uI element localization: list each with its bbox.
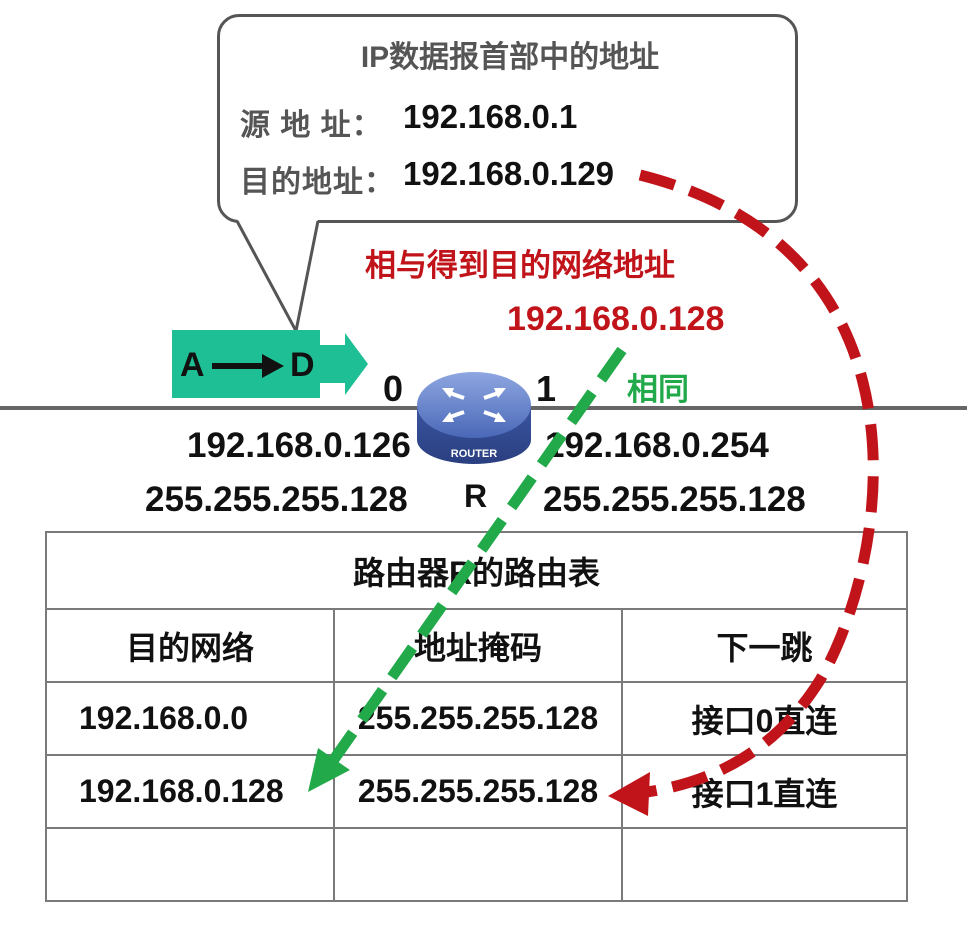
destination-address-label: 目的地址：	[240, 166, 395, 199]
routing-table: 路由器R的路由表 目的网络 地址掩码 下一跳 192.168.0.0 255.2…	[45, 531, 908, 902]
routing-table-title: 路由器R的路由表	[45, 531, 908, 610]
row-3-next-hop	[621, 827, 908, 902]
table-row: 192.168.0.128 255.255.255.128 接口1直连	[45, 754, 908, 829]
table-row	[45, 827, 908, 902]
port-1-ip: 192.168.0.254	[545, 426, 769, 465]
port-1-mask: 255.255.255.128	[543, 480, 806, 519]
port-0-mask: 255.255.255.128	[145, 480, 408, 519]
header-next-hop: 下一跳	[621, 608, 908, 683]
row-2-mask: 255.255.255.128	[333, 754, 623, 829]
green-dashed-arrow	[325, 346, 627, 769]
green-arrow-head	[308, 748, 350, 792]
source-address-label: 源 地 址：	[240, 109, 383, 142]
row-3-destination	[45, 827, 335, 902]
match-caption: 相同	[627, 372, 689, 407]
red-arrow-head	[608, 772, 650, 816]
port-1-label: 1	[536, 368, 557, 409]
row-3-mask	[333, 827, 623, 902]
row-1-destination: 192.168.0.0	[45, 681, 335, 756]
packet-source-label: A	[180, 346, 205, 384]
port-0-ip: 192.168.0.126	[187, 426, 411, 465]
callout-title: IP数据报首部中的地址	[360, 41, 660, 74]
row-1-next-hop: 接口0直连	[621, 681, 908, 756]
router-name: R	[464, 478, 488, 514]
header-address-mask: 地址掩码	[333, 608, 623, 683]
red-dashed-arrow	[638, 169, 879, 799]
and-operation-caption: 相与得到目的网络地址	[365, 248, 675, 283]
packet-destination-label: D	[290, 346, 315, 384]
row-2-destination: 192.168.0.128	[45, 754, 335, 829]
table-row: 192.168.0.0 255.255.255.128 接口0直连	[45, 681, 908, 756]
source-address-value: 192.168.0.1	[403, 98, 578, 135]
destination-network-address: 192.168.0.128	[507, 300, 725, 338]
destination-address-value: 192.168.0.129	[403, 155, 615, 192]
header-destination-network: 目的网络	[45, 608, 335, 683]
table-header-row: 目的网络 地址掩码 下一跳	[45, 608, 908, 683]
address-callout-bubble	[217, 14, 798, 223]
port-0-label: 0	[383, 368, 404, 409]
router-icon-label: ROUTER	[451, 448, 498, 460]
